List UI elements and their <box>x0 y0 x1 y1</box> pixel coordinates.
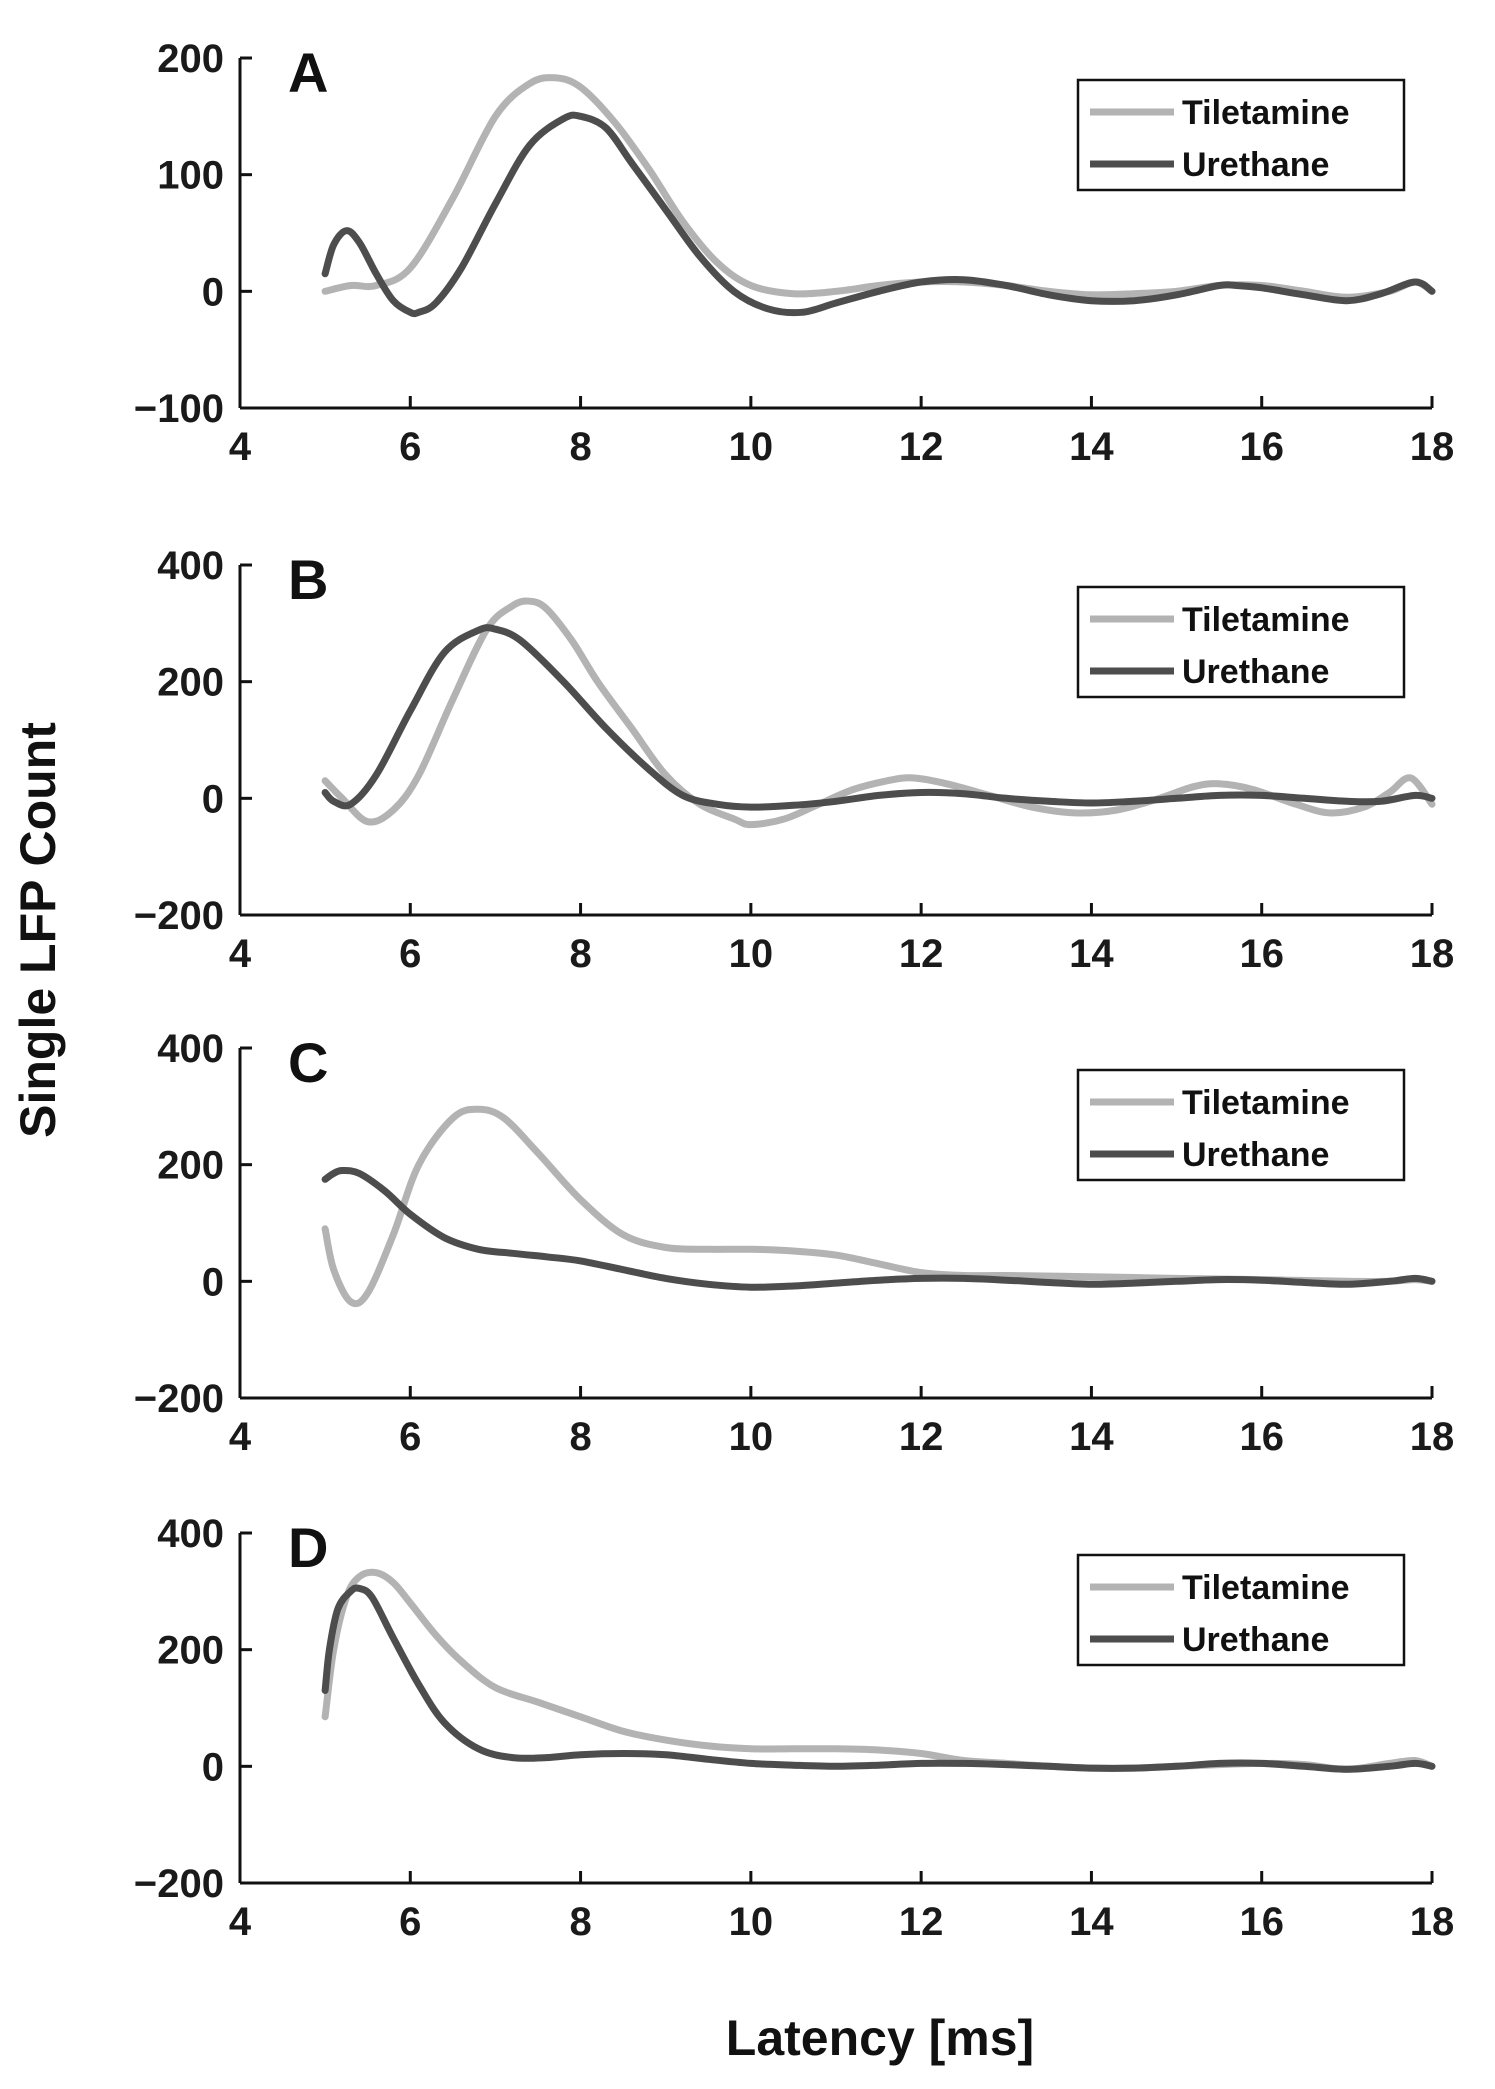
x-tick-label: 10 <box>729 425 774 469</box>
x-tick-label: 14 <box>1069 932 1114 976</box>
legend-box <box>1076 78 1406 192</box>
legend: Tiletamine Urethane <box>1076 585 1406 699</box>
series-line-urethane <box>321 1584 1436 1773</box>
x-axis-title: Latency [ms] <box>726 2010 1034 2066</box>
x-tick-label: 16 <box>1239 1415 1284 1459</box>
x-tick-label: 10 <box>729 1900 774 1944</box>
x-tick-label: 4 <box>229 932 252 976</box>
x-tick-label: 4 <box>229 1415 252 1459</box>
y-tick-label: 100 <box>157 154 224 198</box>
y-tick-label: 0 <box>202 1260 224 1304</box>
x-tick-label: 6 <box>399 932 421 976</box>
legend-box <box>1076 1068 1406 1182</box>
x-tick-label: 12 <box>899 1415 944 1459</box>
panels: 4 6 8 10 12 14 16 182001000−100ATiletamineUreth… <box>134 37 1454 1944</box>
x-tick-label: 12 <box>899 932 944 976</box>
panel-label: D <box>288 1516 328 1579</box>
y-tick-label: 0 <box>202 777 224 821</box>
y-tick-label: 200 <box>157 37 224 81</box>
x-tick-label: 6 <box>399 1900 421 1944</box>
legend-label-tiletamine: Tiletamine <box>1182 601 1350 639</box>
panel-c: 4 6 8 10 12 14 16 18 400 200 0 −200 C Tiletamine Ureth… <box>134 1027 1454 1459</box>
panel-label: B <box>288 548 328 611</box>
x-tick-label: 10 <box>729 932 774 976</box>
x-tick-label: 12 <box>899 425 944 469</box>
y-tick-label: 0 <box>202 270 224 314</box>
panel-b: 4 6 8 10 12 14 16 18 400 200 0 −200 B Tiletamine Ureth… <box>134 544 1454 976</box>
series-line-urethane <box>321 111 1436 318</box>
x-tick-label: 14 <box>1069 1900 1114 1944</box>
x-tick-label: 8 <box>569 932 591 976</box>
legend-label-tiletamine: Tiletamine <box>1182 1084 1350 1122</box>
y-tick-label: 200 <box>157 1629 224 1673</box>
y-tick-label: 400 <box>157 1512 224 1556</box>
x-tick-label: 6 <box>399 1415 421 1459</box>
y-tick-label: −200 <box>134 1862 224 1906</box>
x-tick-label: 16 <box>1239 932 1284 976</box>
y-tick-label: −100 <box>134 387 224 431</box>
x-tick-label: 12 <box>899 1900 944 1944</box>
y-axis-title: Single LFP Count <box>10 722 66 1138</box>
x-tick-label: 8 <box>569 1415 591 1459</box>
x-tick-label: 4 <box>229 1900 252 1944</box>
x-tick-label: 18 <box>1410 1900 1455 1944</box>
legend-label-urethane: Urethane <box>1182 653 1329 691</box>
panel-a: 4 6 8 10 12 14 16 18 200 100 0 −100 A Tiletamine Ureth… <box>134 37 1454 469</box>
legend-label-urethane: Urethane <box>1182 146 1329 184</box>
legend: Tiletamine Urethane <box>1076 1553 1406 1667</box>
legend-label-urethane: Urethane <box>1182 1621 1329 1659</box>
y-tick-label: 200 <box>157 661 224 705</box>
legend-label-tiletamine: Tiletamine <box>1182 94 1350 132</box>
y-tick-label: 400 <box>157 544 224 588</box>
x-tick-label: 16 <box>1239 425 1284 469</box>
legend-box <box>1076 585 1406 699</box>
y-tick-label: −200 <box>134 1377 224 1421</box>
legend-label-urethane: Urethane <box>1182 1136 1329 1174</box>
x-tick-label: 6 <box>399 425 421 469</box>
legend-label-tiletamine: Tiletamine <box>1182 1569 1350 1607</box>
x-tick-label: 8 <box>569 425 591 469</box>
x-tick-label: 18 <box>1410 932 1455 976</box>
y-tick-label: 200 <box>157 1144 224 1188</box>
panel-label: C <box>288 1031 328 1094</box>
series-line-urethane <box>321 624 1436 811</box>
panel-label: A <box>288 41 328 104</box>
x-tick-label: 14 <box>1069 425 1114 469</box>
legend: Tiletamine Urethane <box>1076 1068 1406 1182</box>
x-tick-label: 16 <box>1239 1900 1284 1944</box>
x-tick-label: 8 <box>569 1900 591 1944</box>
x-tick-label: 18 <box>1410 425 1455 469</box>
legend-box <box>1076 1553 1406 1667</box>
legend: Tiletamine Urethane <box>1076 78 1406 192</box>
y-tick-label: 0 <box>202 1745 224 1789</box>
x-tick-label: 14 <box>1069 1415 1114 1459</box>
y-tick-label: −200 <box>134 894 224 938</box>
panel-d: 4 6 8 10 12 14 16 18 400 200 0 −200 D Tiletamine Ureth… <box>134 1512 1454 1944</box>
series-line-urethane <box>321 1166 1436 1291</box>
x-tick-label: 10 <box>729 1415 774 1459</box>
y-tick-label: 400 <box>157 1027 224 1071</box>
x-tick-label: 18 <box>1410 1415 1455 1459</box>
x-tick-label: 4 <box>229 425 252 469</box>
